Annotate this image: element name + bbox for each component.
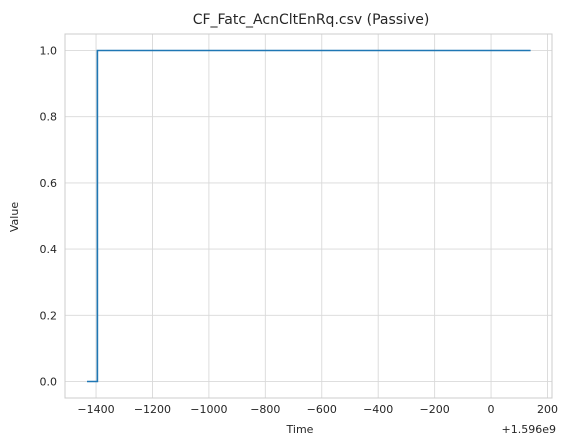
- series-layer: [87, 49, 531, 383]
- x-tick-labels: −1400 −1200 −1000 −800 −600 −400 −200 0 200: [77, 403, 558, 416]
- y-tick-label: 0.4: [40, 243, 58, 256]
- y-tick-label: 1.0: [40, 45, 58, 58]
- x-tick-label: 200: [537, 403, 558, 416]
- x-tick-label: −400: [363, 403, 393, 416]
- x-tick-label: −1400: [77, 403, 114, 416]
- y-tick-label: 0.0: [40, 375, 58, 388]
- y-axis-label: Value: [8, 202, 21, 232]
- y-tick-labels: 0.0 0.2 0.4 0.6 0.8 1.0: [40, 45, 58, 389]
- series-line: [87, 49, 531, 383]
- x-tick-label: 0: [488, 403, 495, 416]
- y-tick-label: 0.2: [40, 309, 58, 322]
- x-tick-label: −1200: [134, 403, 171, 416]
- x-tick-label: −800: [250, 403, 280, 416]
- x-tick-label: −600: [307, 403, 337, 416]
- chart-title: CF_Fatc_AcnCltEnRq.csv (Passive): [193, 12, 430, 28]
- y-tick-label: 0.6: [40, 177, 58, 190]
- x-offset-label: +1.596e9: [502, 423, 556, 436]
- plot-frame: [64, 33, 553, 399]
- y-tick-label: 0.8: [40, 111, 58, 124]
- x-tick-label: −200: [420, 403, 450, 416]
- grid: [65, 34, 552, 398]
- x-tick-label: −1000: [190, 403, 227, 416]
- x-axis-label: Time: [286, 423, 314, 436]
